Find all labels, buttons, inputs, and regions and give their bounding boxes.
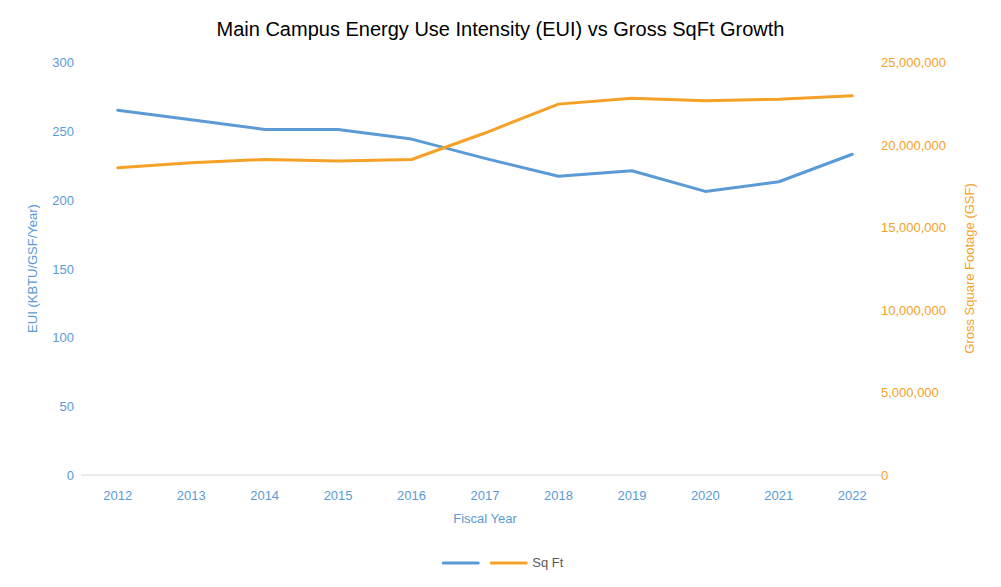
y-tick-label: 0 (67, 468, 74, 483)
y-tick-label: 250 (52, 124, 74, 139)
x-axis-line (81, 475, 889, 476)
legend-swatch (491, 562, 526, 565)
x-axis-title: Fiscal Year (453, 511, 517, 526)
y-tick-label: 150 (52, 262, 74, 277)
y-tick-label: 200 (52, 193, 74, 208)
background (0, 0, 1001, 587)
y2-axis-title: Gross Square Footage (GSF) (962, 183, 977, 354)
y2-tick-label: 20,000,000 (881, 138, 946, 153)
x-tick-label: 2020 (691, 488, 720, 503)
legend: Sq Ft (443, 555, 563, 570)
chart-title: Main Campus Energy Use Intensity (EUI) v… (217, 18, 785, 40)
chart-container: Main Campus Energy Use Intensity (EUI) v… (0, 0, 1001, 587)
series-line (118, 110, 853, 191)
y-tick-label: 300 (52, 55, 74, 70)
legend-label: Sq Ft (532, 555, 563, 570)
y-axis-title: EUI (KBTU/GSF/Year) (25, 204, 40, 333)
x-tick-label: 2014 (250, 488, 279, 503)
y-tick-label: 50 (60, 399, 74, 414)
x-tick-label: 2013 (177, 488, 206, 503)
y2-tick-label: 25,000,000 (881, 55, 946, 70)
chart-svg: Main Campus Energy Use Intensity (EUI) v… (0, 0, 1001, 587)
y2-tick-label: 10,000,000 (881, 303, 946, 318)
x-tick-label: 2012 (103, 488, 132, 503)
x-tick-label: 2021 (764, 488, 793, 503)
x-tick-label: 2019 (617, 488, 646, 503)
y-tick-label: 100 (52, 330, 74, 345)
x-tick-label: 2018 (544, 488, 573, 503)
x-tick-label: 2015 (324, 488, 353, 503)
series-line (118, 96, 853, 168)
x-tick-label: 2016 (397, 488, 426, 503)
legend-swatch (443, 562, 478, 565)
x-tick-label: 2017 (471, 488, 500, 503)
y2-tick-label: 5,000,000 (881, 385, 939, 400)
plot-area (118, 96, 853, 192)
y2-tick-label: 15,000,000 (881, 220, 946, 235)
x-tick-label: 2022 (838, 488, 867, 503)
